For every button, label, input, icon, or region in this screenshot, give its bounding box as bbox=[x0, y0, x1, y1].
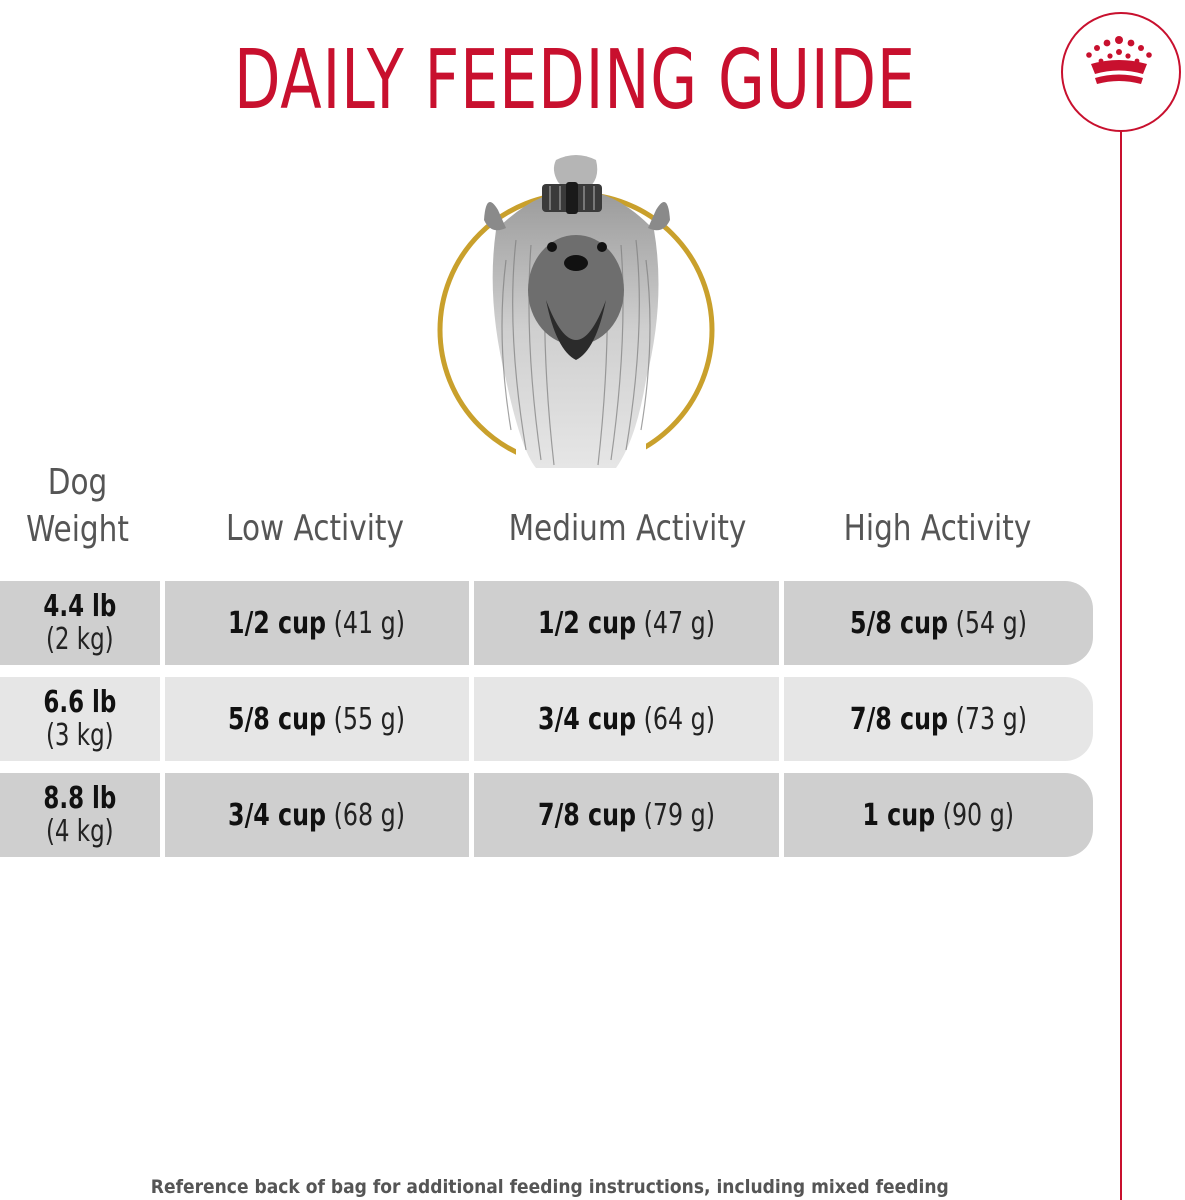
high-activity-cell: 1 cup (90 g) bbox=[784, 773, 1093, 857]
footnote: Reference back of bag for additional fee… bbox=[150, 1176, 949, 1198]
column-divider bbox=[779, 773, 784, 857]
column-divider bbox=[469, 677, 474, 761]
royal-crown-icon bbox=[1086, 36, 1152, 84]
low-activity-cell: 1/2 cup (41 g) bbox=[165, 581, 469, 665]
gram-amount: (55 g) bbox=[334, 701, 406, 737]
column-divider bbox=[469, 773, 474, 857]
table-row bbox=[0, 677, 1093, 761]
high-activity-cell: 5/8 cup (54 g) bbox=[784, 581, 1093, 665]
medium-activity-cell: 3/4 cup (64 g) bbox=[474, 677, 779, 761]
gram-amount: (68 g) bbox=[334, 797, 406, 833]
gram-amount: (90 g) bbox=[942, 797, 1015, 833]
table-row bbox=[0, 773, 1093, 857]
page-title: DAILY FEEDING GUIDE bbox=[234, 33, 916, 128]
cup-amount: 1/2 cup bbox=[228, 605, 327, 641]
cup-amount: 5/8 cup bbox=[850, 605, 949, 641]
weight-cell: 6.6 lb (3 kg) bbox=[0, 677, 160, 761]
low-activity-cell: 5/8 cup (55 g) bbox=[165, 677, 469, 761]
weight-kg: (4 kg) bbox=[46, 814, 114, 849]
low-activity-cell: 3/4 cup (68 g) bbox=[165, 773, 469, 857]
high-activity-cell: 7/8 cup (73 g) bbox=[784, 677, 1093, 761]
weight-cell: 8.8 lb (4 kg) bbox=[0, 773, 160, 857]
brand-logo-circle bbox=[1061, 12, 1181, 132]
weight-lb: 6.6 lb bbox=[43, 685, 117, 720]
weight-lb: 4.4 lb bbox=[43, 589, 117, 624]
weight-lb: 8.8 lb bbox=[43, 781, 117, 816]
medium-activity-cell: 7/8 cup (79 g) bbox=[474, 773, 779, 857]
gram-amount: (73 g) bbox=[955, 701, 1027, 737]
column-divider bbox=[160, 773, 165, 857]
header-dog-weight-line1: Dog bbox=[47, 462, 108, 503]
column-divider bbox=[160, 677, 165, 761]
header-dog-weight-line2: Weight bbox=[26, 508, 129, 550]
header-low-activity: Low Activity bbox=[226, 508, 404, 549]
brand-vertical-line bbox=[1120, 130, 1122, 1200]
cup-amount: 1/2 cup bbox=[538, 605, 637, 641]
gram-amount: (64 g) bbox=[643, 701, 715, 737]
column-divider bbox=[160, 581, 165, 665]
header-high-activity: High Activity bbox=[843, 508, 1032, 549]
header-medium-activity: Medium Activity bbox=[508, 508, 747, 549]
column-divider bbox=[469, 581, 474, 665]
column-divider bbox=[779, 677, 784, 761]
cup-amount: 1 cup bbox=[862, 797, 936, 833]
gram-amount: (54 g) bbox=[955, 605, 1027, 641]
cup-amount: 7/8 cup bbox=[538, 797, 637, 833]
weight-cell: 4.4 lb (2 kg) bbox=[0, 581, 160, 665]
gram-amount: (41 g) bbox=[334, 605, 406, 641]
cup-amount: 3/4 cup bbox=[538, 701, 637, 737]
weight-kg: (2 kg) bbox=[46, 622, 114, 657]
gram-amount: (47 g) bbox=[643, 605, 715, 641]
cup-amount: 3/4 cup bbox=[228, 797, 327, 833]
medium-activity-cell: 1/2 cup (47 g) bbox=[474, 581, 779, 665]
gram-amount: (79 g) bbox=[643, 797, 715, 833]
weight-kg: (3 kg) bbox=[46, 718, 114, 753]
header-dog-weight: Dog Weight bbox=[14, 460, 141, 554]
yorkshire-terrier-portrait bbox=[436, 150, 726, 470]
column-divider bbox=[779, 581, 784, 665]
table-row bbox=[0, 581, 1093, 665]
cup-amount: 5/8 cup bbox=[228, 701, 327, 737]
cup-amount: 7/8 cup bbox=[850, 701, 949, 737]
